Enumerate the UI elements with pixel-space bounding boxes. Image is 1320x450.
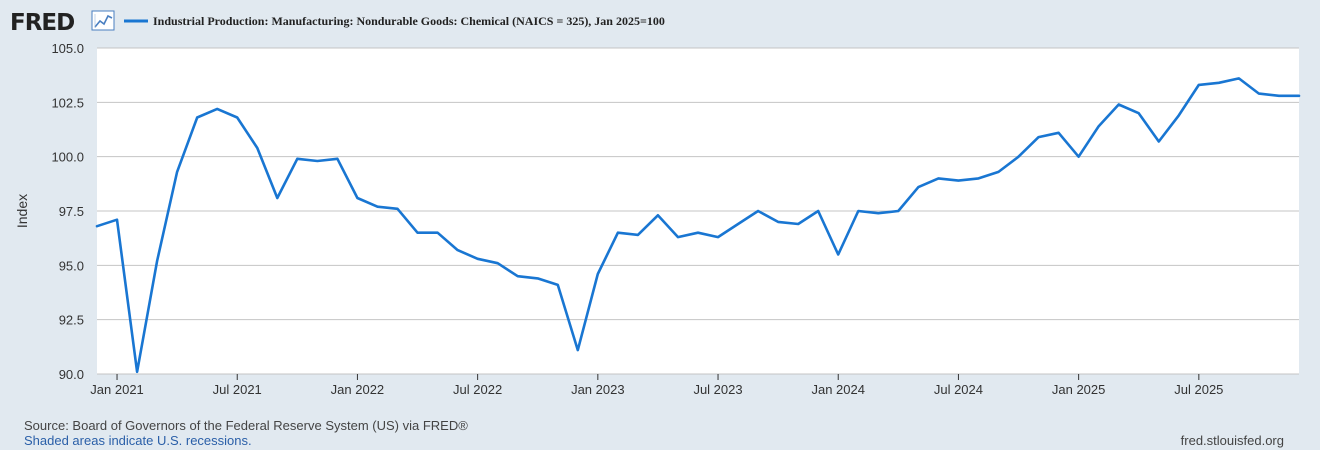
y-tick-label: 95.0 bbox=[59, 258, 84, 273]
x-tick-label: Jan 2024 bbox=[811, 382, 865, 397]
x-tick-label: Jul 2025 bbox=[1174, 382, 1223, 397]
y-tick-label: 92.5 bbox=[59, 313, 84, 328]
line-chart-icon bbox=[91, 10, 115, 31]
y-tick-label: 90.0 bbox=[59, 367, 84, 382]
legend-label: Industrial Production: Manufacturing: No… bbox=[153, 14, 665, 28]
x-tick-label: Jul 2023 bbox=[693, 382, 742, 397]
y-tick-label: 105.0 bbox=[51, 41, 84, 56]
recessions-note[interactable]: Shaded areas indicate U.S. recessions. bbox=[24, 433, 252, 448]
source-note: Source: Board of Governors of the Federa… bbox=[24, 418, 468, 433]
grid bbox=[97, 47, 1299, 375]
site-link[interactable]: fred.stlouisfed.org bbox=[1181, 433, 1284, 448]
series bbox=[95, 77, 1301, 374]
x-tick-label: Jan 2022 bbox=[331, 382, 385, 397]
y-tick-label: 100.0 bbox=[51, 150, 84, 165]
x-tick-label: Jul 2024 bbox=[934, 382, 983, 397]
x-tick-label: Jan 2023 bbox=[571, 382, 625, 397]
x-tick-label: Jan 2025 bbox=[1052, 382, 1106, 397]
x-tick-label: Jul 2021 bbox=[213, 382, 262, 397]
y-tick-label: 97.5 bbox=[59, 204, 84, 219]
fred-logo[interactable]: FRED bbox=[10, 10, 115, 36]
y-axis: 90.0 92.5 95.0 97.5 100.0 102.5 105.0 bbox=[51, 41, 84, 382]
x-tick-label: Jul 2022 bbox=[453, 382, 502, 397]
y-axis-title: Index bbox=[14, 194, 30, 228]
legend: Industrial Production: Manufacturing: No… bbox=[124, 14, 665, 28]
x-axis: Jan 2021 Jul 2021 Jan 2022 Jul 2022 Jan 2023… bbox=[90, 374, 1223, 397]
x-tick-label: Jan 2021 bbox=[90, 382, 144, 397]
fred-logo-text: FRED bbox=[10, 10, 74, 36]
series-line-0[interactable] bbox=[95, 77, 1301, 374]
y-tick-label: 102.5 bbox=[51, 95, 84, 110]
